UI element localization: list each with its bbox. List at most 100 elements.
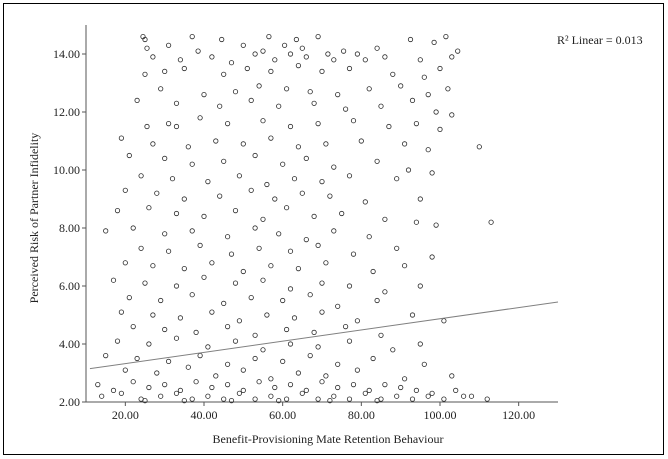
data-point [382, 54, 388, 60]
data-point [150, 54, 156, 60]
data-point [219, 36, 225, 43]
data-point [268, 376, 274, 382]
data-point [256, 245, 262, 251]
data-point [162, 68, 168, 75]
data-point [339, 210, 345, 217]
data-point [256, 379, 262, 385]
data-point [221, 158, 227, 164]
data-point [260, 277, 266, 283]
data-point [421, 361, 427, 367]
data-point [173, 123, 180, 130]
data-point [166, 42, 172, 48]
data-point [268, 135, 274, 141]
data-point [295, 62, 301, 69]
data-point [118, 309, 125, 315]
data-point [394, 393, 400, 399]
data-point [114, 338, 121, 344]
data-point [248, 294, 254, 301]
data-point [382, 289, 388, 295]
data-point [311, 213, 317, 219]
x-tick-label: 40.00 [191, 408, 218, 422]
data-point [307, 352, 313, 359]
data-point [346, 283, 353, 289]
data-point [138, 245, 144, 251]
data-point [272, 57, 278, 63]
data-point [398, 384, 404, 391]
data-point [201, 274, 207, 280]
data-point [213, 373, 219, 379]
data-point [130, 323, 136, 330]
data-point [409, 97, 416, 104]
data-point [193, 379, 199, 385]
data-point [299, 190, 305, 196]
data-point [398, 83, 404, 89]
data-point [295, 265, 301, 272]
data-point [221, 71, 227, 77]
y-tick-label: 14.00 [53, 47, 80, 61]
data-point [266, 33, 272, 40]
data-point [346, 65, 353, 72]
data-point [280, 161, 286, 167]
data-point [217, 103, 223, 109]
data-point [134, 97, 140, 104]
data-point [197, 352, 203, 359]
data-point [433, 222, 439, 228]
data-point [319, 309, 325, 315]
data-point [150, 141, 156, 147]
data-point [413, 219, 419, 225]
data-point [299, 45, 305, 51]
data-point [236, 390, 242, 396]
data-point [185, 364, 191, 370]
data-point [394, 245, 400, 251]
data-point [217, 193, 223, 199]
data-point [240, 141, 246, 147]
data-point [366, 86, 372, 92]
x-tick-label: 80.00 [348, 408, 375, 422]
x-tick-label: 100.00 [424, 408, 457, 422]
data-point [299, 390, 305, 396]
data-point [417, 283, 423, 289]
data-point [248, 97, 254, 104]
data-point [189, 161, 195, 167]
data-point [378, 332, 384, 338]
data-point [378, 103, 384, 109]
data-point [114, 208, 121, 214]
data-point [252, 332, 258, 338]
data-point [323, 260, 329, 266]
data-point [130, 225, 136, 231]
data-point [335, 384, 341, 391]
data-point [177, 57, 183, 63]
data-point [374, 397, 380, 404]
data-point [177, 387, 183, 393]
data-point [268, 393, 274, 399]
data-point [103, 228, 109, 234]
data-point [138, 173, 144, 179]
data-point [99, 393, 105, 399]
data-point [228, 251, 235, 257]
data-point [307, 292, 313, 298]
data-point [264, 181, 270, 188]
data-point [350, 118, 357, 124]
data-point [390, 347, 396, 353]
data-point [382, 216, 388, 222]
data-point [173, 390, 180, 396]
data-points [95, 33, 494, 404]
data-point [95, 381, 101, 388]
data-point [122, 260, 128, 266]
data-point [429, 254, 435, 260]
data-point [386, 123, 392, 130]
data-point [319, 280, 325, 286]
data-point [185, 144, 191, 150]
data-point [122, 367, 128, 373]
data-point [197, 242, 203, 248]
data-point [126, 152, 132, 159]
data-point [315, 33, 321, 40]
y-tick-label: 10.00 [53, 163, 80, 177]
data-point [287, 248, 294, 254]
data-point [421, 74, 427, 80]
data-point [240, 367, 246, 373]
data-point [181, 65, 187, 72]
data-point [331, 228, 337, 234]
data-point [429, 170, 435, 176]
data-point [181, 265, 187, 272]
